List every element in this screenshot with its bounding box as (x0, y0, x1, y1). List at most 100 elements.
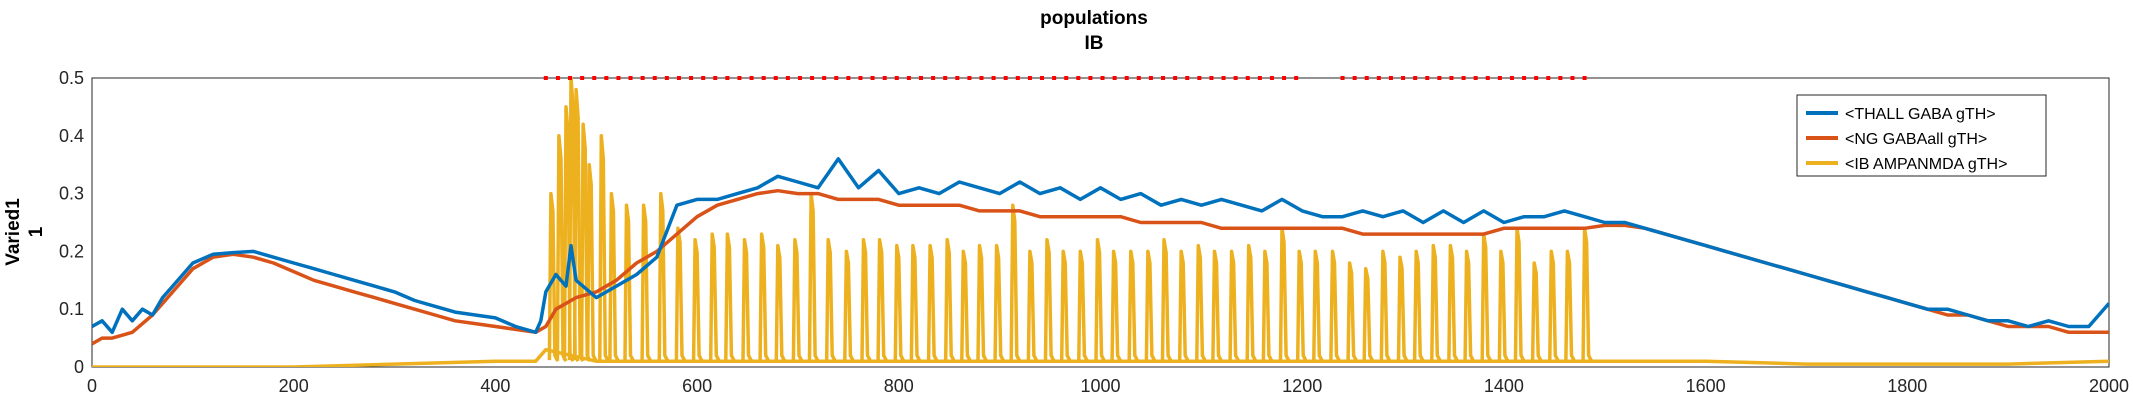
y-tick-label: 0 (74, 357, 84, 377)
x-tick-label: 1400 (1484, 376, 1524, 396)
stimulus-marker (870, 76, 875, 80)
stimulus-marker (1282, 76, 1287, 80)
series-ib-spike (893, 243, 906, 363)
legend-label-thall: <THALL GABA gTH> (1845, 106, 1996, 123)
stimulus-marker (568, 76, 573, 80)
y-tick-label: 0.3 (59, 184, 84, 204)
series-ib-spike (1548, 249, 1560, 363)
stimulus-marker (737, 76, 742, 80)
stimulus-marker (1294, 76, 1299, 80)
x-tick-label: 200 (279, 376, 309, 396)
series-ib-spike (774, 243, 787, 363)
y-tick-label: 0.1 (59, 299, 84, 319)
series-ib-spike (640, 203, 653, 363)
stimulus-marker (1173, 76, 1178, 80)
stimulus-marker (1497, 76, 1502, 80)
stimulus-marker (701, 76, 706, 80)
stimulus-marker (1352, 76, 1357, 80)
x-tick-label: 1000 (1080, 376, 1120, 396)
stimulus-marker (1461, 76, 1466, 80)
series-ib-spike (1211, 249, 1224, 363)
stimulus-marker (1257, 76, 1262, 80)
series-ib-spike (1144, 249, 1157, 363)
stimulus-marker (1088, 76, 1093, 80)
y-tick-label: 0.4 (59, 126, 84, 146)
stimulus-marker (858, 76, 863, 80)
stimulus-marker (846, 76, 851, 80)
stimulus-marker (604, 76, 609, 80)
series-ib-spike (1295, 249, 1308, 363)
y-axis-label-line-1: Varied1 (3, 198, 24, 266)
stimulus-marker (1534, 76, 1539, 80)
stimulus-marker (1485, 76, 1490, 80)
stimulus-marker (592, 76, 597, 80)
series-ib-spike (1009, 203, 1022, 363)
series-ib-spike (1278, 226, 1291, 363)
series-layer (92, 76, 2109, 367)
stimulus-marker (761, 76, 766, 80)
series-ib-spike (1094, 238, 1107, 363)
series-ib-spike (1379, 249, 1392, 363)
legend-label-ng: <NG GABAall gTH> (1845, 131, 1987, 148)
x-tick-label: 2000 (2089, 376, 2129, 396)
stimulus-marker (1064, 76, 1069, 80)
stimulus-marker (1185, 76, 1190, 80)
series-ib-spike (1059, 249, 1072, 363)
series-ib-spike (824, 238, 837, 363)
series-ib-spike (1497, 249, 1510, 363)
stimulus-marker (1100, 76, 1105, 80)
series-ib-spike (598, 134, 610, 363)
series-ib-spike (926, 243, 939, 363)
stimulus-marker (1558, 76, 1563, 80)
stimulus-marker (1197, 76, 1202, 80)
series-ib-spike (691, 238, 704, 363)
series-ib-spike (1077, 249, 1089, 363)
series-ib-spike (1480, 232, 1493, 363)
stimulus-marker (1413, 76, 1418, 80)
stimulus-marker (979, 76, 984, 80)
series-ib-spike (674, 226, 687, 363)
stimulus-marker (543, 76, 548, 80)
chart-title-line-2: IB (1085, 33, 1104, 54)
series-ib-spike (1043, 238, 1056, 363)
stimulus-marker (676, 76, 681, 80)
stimulus-marker (967, 76, 972, 80)
stimulus-marker (931, 76, 936, 80)
series-ib-spike (1312, 249, 1324, 363)
stimulus-marker (1388, 76, 1393, 80)
stimulus-marker (1076, 76, 1081, 80)
series-ib-spike (585, 162, 598, 363)
series-ib-spike (1177, 249, 1190, 363)
x-tick-label: 0 (87, 376, 97, 396)
series-ib-spike (1564, 249, 1577, 363)
stimulus-marker (797, 76, 802, 80)
stimulus-marker (1148, 76, 1153, 80)
stimulus-marker (906, 76, 911, 80)
stimulus-marker (785, 76, 790, 80)
series-ib-spike (1346, 261, 1359, 363)
x-tick-label: 400 (480, 376, 510, 396)
series-ib-spike (1160, 238, 1173, 363)
stimulus-marker (1112, 76, 1117, 80)
series-ib-spike (960, 249, 972, 363)
series-ib-spike (758, 232, 771, 363)
series-ib-spike (860, 238, 873, 363)
stimulus-marker (1437, 76, 1442, 80)
stimulus-marker (1136, 76, 1141, 80)
x-axis-ticks: 0 200 400 600 800 1000 1200 1400 1600 1800 2000 (87, 78, 2129, 396)
series-ib-spike (1245, 243, 1258, 363)
y-axis-ticks: 0 0.1 0.2 0.3 0.4 0.5 (59, 68, 2109, 377)
stimulus-marker (1245, 76, 1250, 80)
stimulus-marker (1376, 76, 1381, 80)
series-ib-spike (843, 249, 855, 363)
stimulus-marker (810, 76, 815, 80)
series-ib-spike (1110, 249, 1123, 363)
stimulus-marker (580, 76, 585, 80)
stimulus-marker (689, 76, 694, 80)
stimulus-marker (1570, 76, 1575, 80)
x-tick-label: 1800 (1887, 376, 1927, 396)
series-ib-spike (791, 238, 804, 363)
stimulus-marker (943, 76, 948, 80)
series-ib-spike (807, 191, 820, 363)
series-ib-spike (1228, 249, 1241, 363)
